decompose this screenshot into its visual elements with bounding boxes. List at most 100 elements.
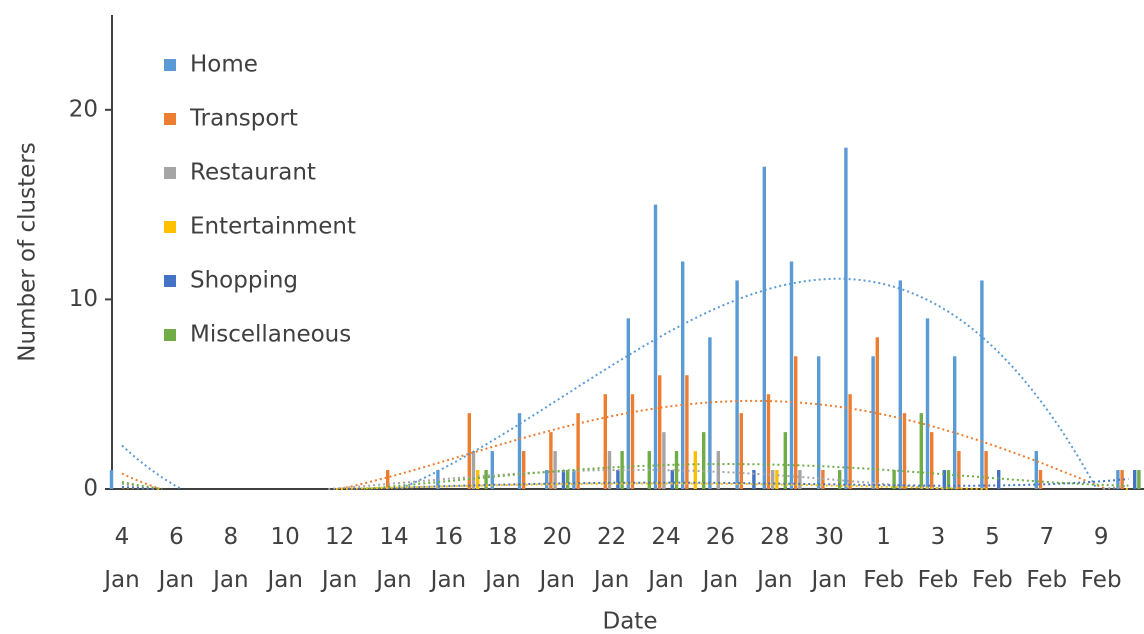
- y-tick-label: 0: [83, 476, 98, 502]
- bar: [471, 451, 476, 489]
- x-tick-label: 14 Jan: [374, 524, 411, 593]
- bar: [561, 470, 566, 489]
- bar: [838, 470, 842, 489]
- legend-label: Transport: [189, 106, 298, 132]
- bar: [1120, 470, 1124, 489]
- legend: Home Transport Restaurant Entertainment Shop…: [164, 52, 356, 348]
- bar: [783, 432, 787, 489]
- bar: [693, 451, 697, 489]
- bar: [476, 470, 480, 489]
- x-axis-title: Date: [603, 609, 658, 634]
- bar: [762, 166, 766, 489]
- bar: [616, 470, 620, 489]
- bar: [752, 470, 756, 489]
- bar: [925, 318, 930, 489]
- legend-swatch: [164, 59, 176, 71]
- bar: [549, 432, 553, 489]
- bar: [1133, 470, 1137, 489]
- bar: [980, 280, 984, 489]
- bar: [875, 337, 879, 489]
- bar: [997, 470, 1001, 489]
- x-tick-label: 9 Feb: [1081, 524, 1122, 593]
- x-tick-label: 18 Jan: [483, 524, 520, 593]
- legend-label: Restaurant: [190, 160, 316, 186]
- legend-label: Miscellaneous: [190, 322, 351, 348]
- bar: [1034, 451, 1038, 489]
- bar: [892, 470, 896, 489]
- bar: [771, 470, 775, 489]
- bar: [1137, 470, 1141, 489]
- trendline: [121, 478, 1129, 490]
- x-tick-label: 3 Feb: [918, 524, 959, 593]
- bar: [566, 470, 570, 489]
- bar: [681, 261, 685, 489]
- bar: [946, 470, 951, 489]
- bar: [844, 147, 848, 489]
- bar: [662, 432, 666, 489]
- bar: [898, 280, 902, 489]
- legend-swatch: [164, 221, 176, 233]
- bar: [902, 413, 907, 489]
- bar: [685, 375, 689, 489]
- x-tick-label: 7 Feb: [1026, 524, 1067, 593]
- bar: [766, 394, 771, 489]
- bar: [871, 356, 875, 489]
- bar: [522, 451, 526, 489]
- bar: [517, 413, 522, 489]
- bar: [930, 432, 934, 489]
- bar: [942, 470, 946, 489]
- legend-swatch: [164, 167, 176, 179]
- bar: [576, 413, 580, 489]
- legend-label: Shopping: [190, 268, 298, 294]
- bar: [708, 337, 712, 489]
- bar: [798, 470, 802, 489]
- bar: [620, 451, 624, 489]
- x-tick-label: 30 Jan: [809, 524, 846, 593]
- trendline: [121, 277, 1097, 490]
- bar: [957, 451, 961, 489]
- y-tick-label: 20: [69, 96, 98, 122]
- y-tick-label: 10: [69, 286, 98, 312]
- legend-label: Entertainment: [190, 214, 356, 240]
- x-tick-label: 28 Jan: [755, 524, 792, 593]
- bar: [702, 432, 706, 489]
- x-tick-label: 22 Jan: [592, 524, 629, 593]
- x-tick-label: 8 Jan: [211, 524, 248, 593]
- x-tick-label: 26 Jan: [701, 524, 738, 593]
- bar: [739, 413, 743, 489]
- bar: [1116, 470, 1120, 489]
- legend-swatch: [164, 275, 176, 287]
- bar: [545, 470, 549, 489]
- bar: [716, 451, 720, 489]
- bar: [630, 394, 635, 489]
- bar: [658, 375, 662, 489]
- trendline: [121, 463, 1129, 490]
- bar: [653, 204, 658, 489]
- x-tick-label: 24 Jan: [646, 524, 683, 593]
- bar: [794, 356, 798, 489]
- bar: [467, 413, 471, 489]
- x-tick-label: 10 Jan: [265, 524, 302, 593]
- bar: [386, 470, 390, 489]
- bar: [109, 470, 114, 489]
- bar: [789, 261, 794, 489]
- bar: [848, 394, 852, 489]
- bar: [626, 318, 630, 489]
- bar: [572, 470, 576, 489]
- y-axis-title: Number of clusters: [15, 142, 41, 361]
- legend-swatch: [164, 113, 176, 125]
- x-tick-label: 4 Jan: [102, 524, 139, 593]
- legend-label: Home: [190, 52, 258, 78]
- bar: [484, 470, 488, 489]
- bar: [603, 394, 607, 489]
- x-tick-label: 20 Jan: [537, 524, 574, 593]
- trendline: [121, 468, 1129, 490]
- bar: [953, 356, 957, 489]
- bar: [919, 413, 923, 489]
- x-tick-label: 5 Feb: [972, 524, 1013, 593]
- x-tick-label: 12 Jan: [320, 524, 357, 593]
- bar: [553, 451, 557, 489]
- x-tick-label: 6 Jan: [157, 524, 194, 593]
- bar: [674, 451, 679, 489]
